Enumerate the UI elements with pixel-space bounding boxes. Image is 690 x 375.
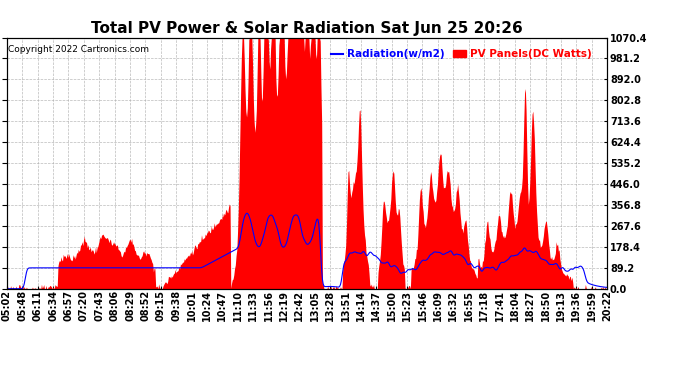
Title: Total PV Power & Solar Radiation Sat Jun 25 20:26: Total PV Power & Solar Radiation Sat Jun… [91,21,523,36]
Text: Copyright 2022 Cartronics.com: Copyright 2022 Cartronics.com [8,45,149,54]
Legend: Radiation(w/m2), PV Panels(DC Watts): Radiation(w/m2), PV Panels(DC Watts) [326,45,596,63]
